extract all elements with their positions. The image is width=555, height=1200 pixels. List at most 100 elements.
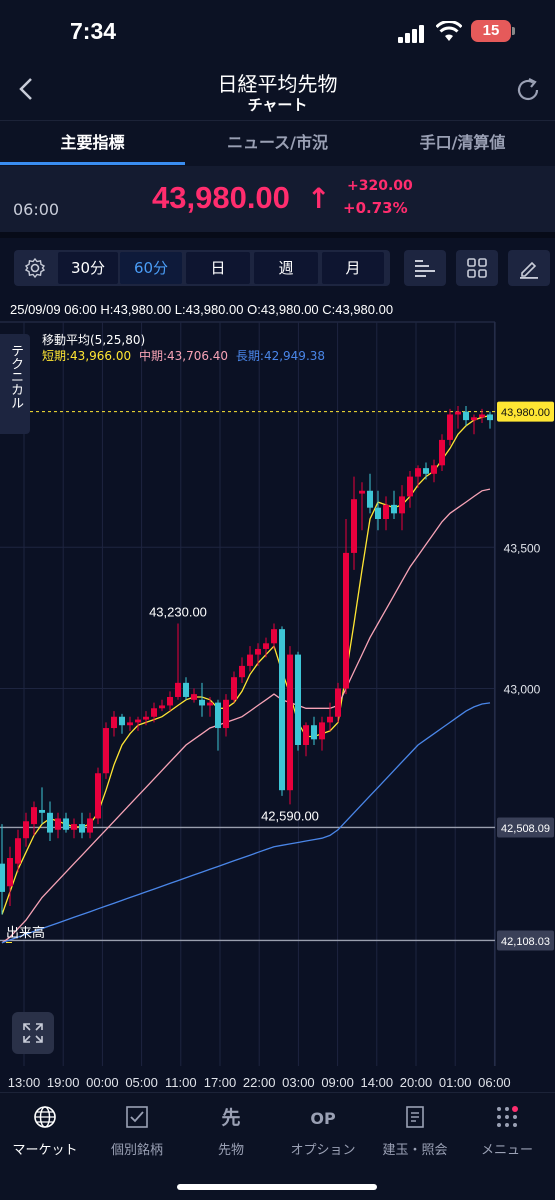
bottom-nav: マーケット 個別銘柄 先 先物 OP オプション 建玉・照会 [0,1092,555,1200]
candle-body [479,414,485,418]
nav-positions[interactable]: 建玉・照会 [370,1101,460,1161]
interval-30min-button[interactable]: 30分 [58,252,118,284]
wifi-icon [436,21,462,41]
tab-trades-settlement[interactable]: 手口/清算値 [419,133,506,152]
page-subtitle: チャート [247,96,308,114]
quote-panel: 06:00 43,980.00 ↑ +320.00 +0.73% [0,166,555,232]
nav-stocks-label: 個別銘柄 [110,1143,163,1158]
candle-body [271,629,277,644]
tab-bar: 主要指標 ニュース/市況 手口/清算値 [0,120,555,166]
y-tick-label: 43,500 [504,541,541,555]
candle-body [143,716,149,720]
x-tick-label: 13:00 [8,1075,41,1090]
nav-stocks[interactable]: 個別銘柄 [92,1101,182,1161]
ohlc-readout: 25/09/09 06:00 H:43,980.00 L:43,980.00 O… [10,302,394,317]
candle-body [391,504,397,514]
candle-body [223,699,229,729]
candle-body [279,629,285,791]
interval-month-button[interactable]: 月 [322,252,384,284]
draw-button[interactable] [508,250,550,286]
nav-menu-label: メニュー [480,1143,533,1158]
candle-body [335,688,341,717]
candle-body [175,682,181,697]
candle-body [63,818,69,830]
sort-lines-button[interactable] [404,250,446,286]
lines-icon [415,260,435,277]
candle-body [343,552,349,689]
level-label: 42,108.03 [501,936,550,948]
candle-body [135,719,141,723]
x-tick-label: 17:00 [204,1075,237,1090]
x-tick-label: 00:00 [86,1075,119,1090]
option-icon: OP [311,1109,335,1128]
tab-news[interactable]: ニュース/市況 [226,133,329,152]
x-tick-label: 06:00 [478,1075,511,1090]
ma-legend: 短期:43,966.00 中期:43,706.40 長期:42,949.38 [42,347,325,364]
ma-line-中期 [1,488,491,944]
ohlc-bar-bg [0,296,495,322]
candle-body [263,643,269,649]
level-label: 42,508.09 [501,823,550,835]
nav-options[interactable]: OP オプション [278,1101,368,1161]
back-icon[interactable] [12,74,42,104]
candle-body [39,809,45,813]
candle-body [455,411,461,415]
candle-body [367,490,373,508]
price-annotation: 43,230.00 [149,605,207,620]
x-tick-label: 09:00 [321,1075,354,1090]
candle-body [191,694,197,700]
interval-60min-button[interactable]: 60分 [120,252,182,284]
x-tick-label: 19:00 [47,1075,80,1090]
settings-icon[interactable] [24,257,46,279]
candle-body [463,411,469,421]
candle-body [79,824,85,833]
tab-main-indicators[interactable]: 主要指標 [60,133,125,152]
volume-label: 出来高 [6,926,46,941]
chart-area[interactable]: 13:00 19:00 00:00 05:00 11:00 17:00 22:00 03:00… [0,296,555,1092]
x-tick-label: 05:00 [125,1075,158,1090]
chart-toolbar: 30分 60分 日 週 月 [0,232,555,296]
candle-body [359,490,365,494]
nav-market[interactable]: マーケット [0,1101,90,1161]
nav-futures[interactable]: 先 先物 [186,1101,276,1161]
candle-body [383,504,389,519]
current-price-tag [497,401,554,422]
level-tag [497,817,554,838]
candle-body [151,708,157,717]
up-arrow-icon: ↑ [307,182,331,215]
candle-body [15,838,21,864]
ma-mid-label: 中期:43,706.40 [138,349,229,363]
candle-body [159,705,165,709]
active-tab-indicator [0,162,185,165]
candle-body [31,807,37,825]
candle-body [199,699,205,706]
candle-body [415,468,421,477]
price-annotation: 42,590.00 [261,808,319,823]
candle-body [87,818,93,833]
interval-week-button[interactable]: 週 [254,252,318,284]
refresh-icon[interactable] [514,76,542,104]
technical-tab[interactable]: テクニカル [0,334,30,434]
nav-futures-label: 先物 [217,1143,244,1158]
candle-body [423,468,429,474]
candle-body [47,812,53,833]
interval-day-button[interactable]: 日 [186,252,250,284]
home-indicator [177,1184,377,1190]
candle-body [311,725,317,740]
quote-change: +320.00 [347,178,413,194]
layout-grid-button[interactable] [456,250,498,286]
nav-header: 日経平均先物 チャート [0,64,555,120]
ma-line-長期 [1,702,491,944]
quote-change-pct: +0.73% [343,199,408,217]
candle-body [247,654,253,666]
candle-body [303,725,309,745]
candle-body [183,682,189,697]
candle-body [95,773,101,819]
candlestick-chart[interactable]: 13:00 19:00 00:00 05:00 11:00 17:00 22:00 03:00… [0,296,555,1092]
grid-icon [467,258,487,278]
candle-body [319,722,325,740]
nav-menu[interactable]: メニュー [462,1101,552,1161]
candle-body [439,439,445,466]
fullscreen-button[interactable] [12,1012,54,1054]
x-tick-label: 01:00 [439,1075,472,1090]
